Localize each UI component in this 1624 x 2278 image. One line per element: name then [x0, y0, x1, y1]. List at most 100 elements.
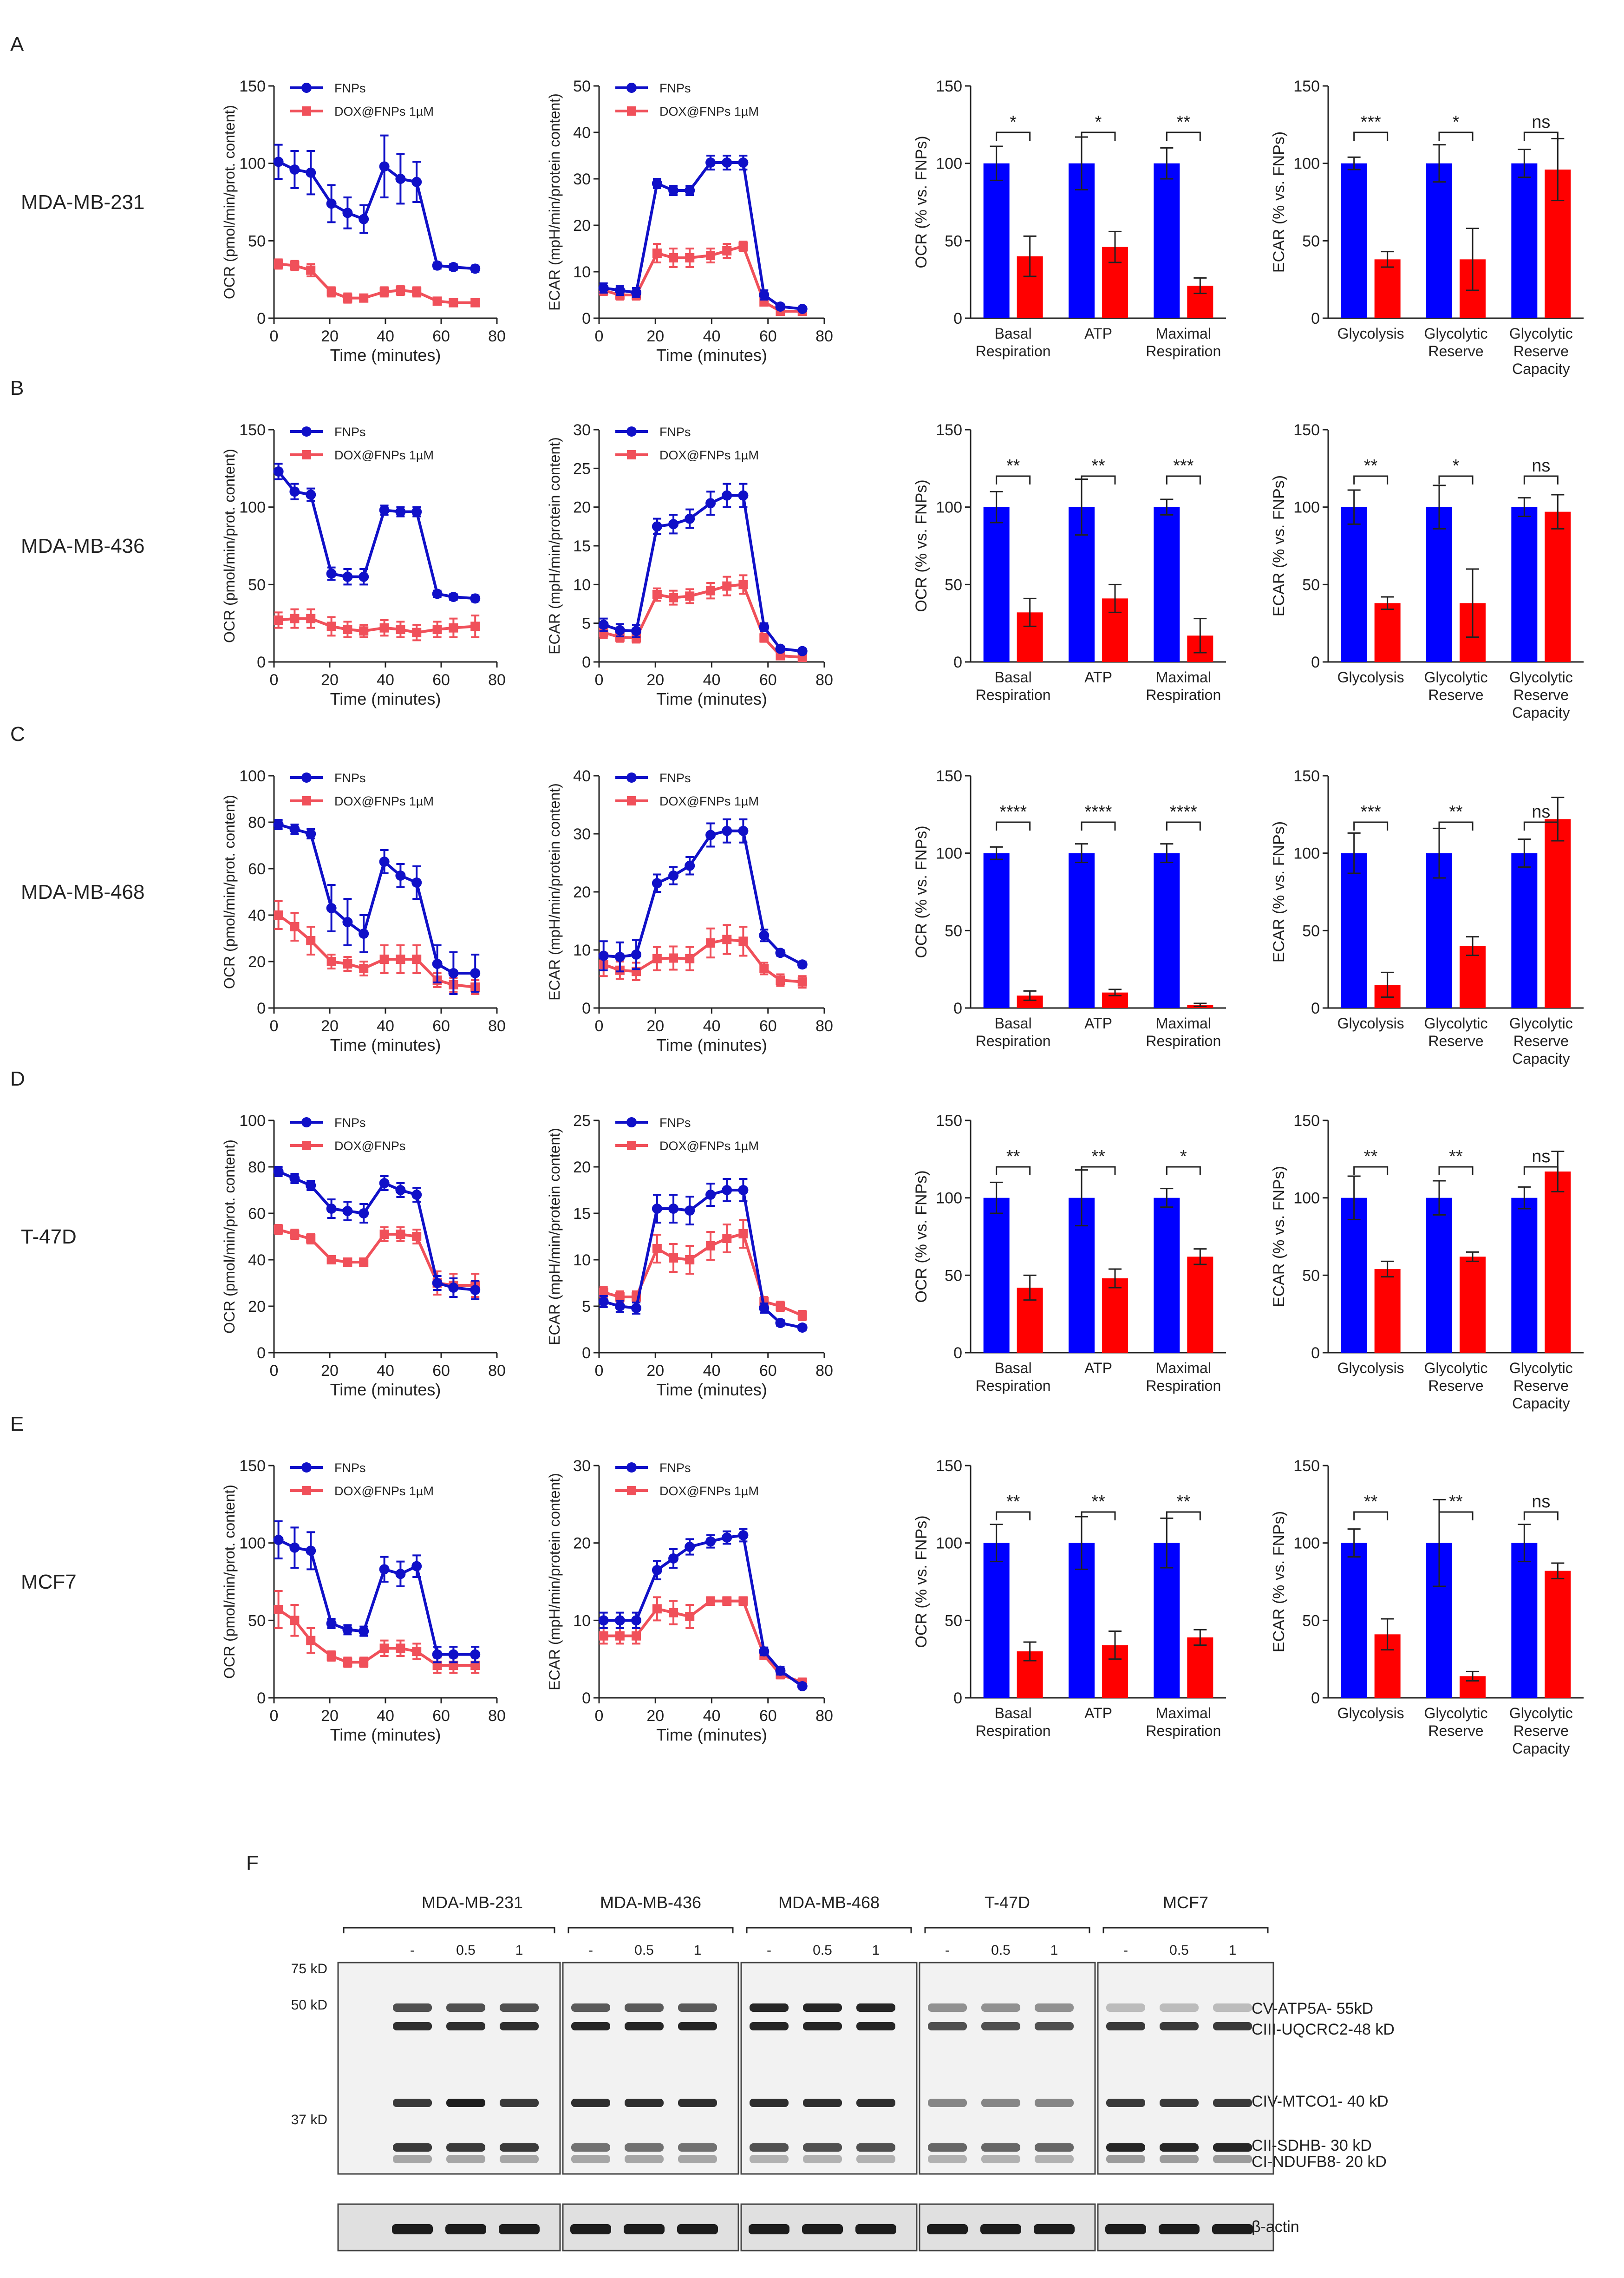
ecar-line-y-tick-label: 30: [573, 421, 591, 439]
legend-label: DOX@FNPs 1µM: [334, 448, 434, 462]
ocr-bar-y-tick-label: 0: [953, 1344, 962, 1362]
cell-line-label: MDA-MB-231: [21, 191, 145, 214]
ocr-bar-y-tick-label: 50: [945, 922, 962, 940]
protein-band: [856, 2099, 895, 2107]
data-point: [274, 259, 283, 269]
ocr-bar-bar-fnps: [983, 1543, 1010, 1698]
legend-label: FNPs: [334, 771, 366, 785]
ocr-bar-category-label: Maximal Respiration: [1146, 669, 1221, 703]
ecar-bar-bar-dox: [1545, 511, 1571, 662]
protein-band: [856, 2022, 895, 2030]
data-point: [759, 964, 769, 973]
ocr-bar-y-tick-label: 150: [936, 767, 962, 785]
data-point: [342, 571, 353, 582]
data-point: [379, 1230, 389, 1239]
ocr-line-x-tick-label: 40: [377, 671, 394, 689]
protein-band: [678, 2003, 717, 2012]
protein-band: [1035, 2143, 1074, 2152]
data-point: [738, 157, 749, 168]
lane-group-bracket: [1102, 1927, 1269, 1933]
data-point: [759, 290, 770, 300]
data-point: [359, 626, 369, 636]
lane-label: 0.5: [813, 1943, 832, 1958]
protein-band: [1213, 2022, 1252, 2030]
data-point: [775, 948, 786, 958]
data-point: [342, 1624, 353, 1635]
data-point: [306, 614, 316, 623]
data-point: [359, 571, 369, 582]
significance-bracket: [1523, 1166, 1559, 1175]
significance-bracket: [1081, 131, 1116, 141]
data-point: [273, 466, 284, 477]
ocr-bar-y-tick-label: 0: [953, 1000, 962, 1017]
ecar-line-y-tick-label: 20: [573, 1535, 591, 1552]
ecar-line-y-tick-label: 10: [573, 1251, 591, 1269]
ocr-line-y-tick-label: 0: [257, 1000, 266, 1017]
data-point: [289, 1542, 300, 1553]
protein-band: [393, 2143, 432, 2152]
ocr-line-y-tick-label: 0: [257, 1689, 266, 1707]
protein-band: [750, 2155, 789, 2163]
ocr-bar-y-tick-label: 100: [936, 155, 962, 173]
lane-label: -: [410, 1943, 415, 1958]
category-label-line: Respiration: [976, 687, 1051, 703]
data-point: [631, 288, 642, 298]
data-point: [599, 1288, 608, 1297]
significance-bracket: [1438, 131, 1474, 141]
ecar-bar-bar-dox: [1545, 1172, 1571, 1353]
data-point: [614, 625, 625, 635]
ecar-line-x-tick-label: 0: [595, 1017, 604, 1035]
protein-band: [1106, 2143, 1145, 2152]
data-point: [652, 1204, 662, 1214]
data-point: [289, 486, 300, 497]
category-label-line: Respiration: [976, 343, 1051, 360]
data-point: [306, 1180, 316, 1191]
data-point: [411, 506, 422, 517]
data-point: [411, 177, 422, 187]
ecar-line-y-tick-label: 0: [582, 1344, 591, 1362]
protein-band: [1213, 2143, 1252, 2152]
legend-marker-circle: [626, 83, 637, 93]
ocr-bar-category-label: Maximal Respiration: [1146, 1705, 1221, 1739]
data-point: [274, 910, 283, 920]
data-point: [432, 296, 442, 306]
category-label-line: Respiration: [1146, 687, 1221, 703]
data-point: [705, 1536, 716, 1547]
ecar-bar-bar-fnps: [1341, 163, 1367, 318]
ecar-line-x-tick-label: 40: [703, 671, 721, 689]
ecar-bar-y-axis-label: ECAR (% vs. FNPs): [1270, 1511, 1288, 1652]
data-point: [722, 157, 732, 168]
significance-bracket: [1353, 131, 1389, 141]
ecar-line-x-tick-label: 80: [815, 327, 833, 345]
ecar-line-y-tick-label: 0: [582, 654, 591, 671]
ocr-bar-bar-dox: [1187, 1637, 1213, 1698]
significance-bracket: [996, 131, 1031, 141]
protein-band: [1106, 2003, 1145, 2012]
protein-band: [446, 2003, 485, 2012]
ocr-line-y-tick-label: 50: [248, 576, 266, 594]
protein-band: [678, 2099, 717, 2107]
data-point: [797, 959, 808, 970]
data-point: [722, 246, 732, 255]
data-point: [379, 505, 390, 516]
category-label-line: Glycolysis: [1337, 325, 1404, 342]
ocr-line-x-axis-label: Time (minutes): [330, 1725, 441, 1744]
ecar-line-x-tick-label: 20: [646, 1017, 664, 1035]
data-point: [379, 955, 389, 964]
legend-label: FNPs: [334, 425, 366, 439]
ecar-bar-category-label: Glycolytic Reserve: [1424, 669, 1488, 703]
protein-band: [678, 2022, 717, 2030]
ocr-line-x-tick-label: 0: [270, 1017, 279, 1035]
ecar-line-y-tick-label: 15: [573, 1205, 591, 1223]
data-point: [685, 1205, 695, 1216]
data-point: [342, 917, 353, 927]
data-point: [722, 1596, 732, 1606]
data-point: [776, 975, 785, 985]
data-point: [449, 623, 458, 633]
ecar-line-x-tick-label: 20: [646, 671, 664, 689]
data-point: [326, 1204, 337, 1214]
ecar-bar-chart: 0 50 100 150 ECAR (% vs. FNPs) ** Glycolysis **…: [1270, 1112, 1584, 1412]
data-point: [669, 953, 678, 963]
blot-group-mda-mb-231: MDA-MB-231 - 0.5 1: [337, 1893, 561, 2252]
